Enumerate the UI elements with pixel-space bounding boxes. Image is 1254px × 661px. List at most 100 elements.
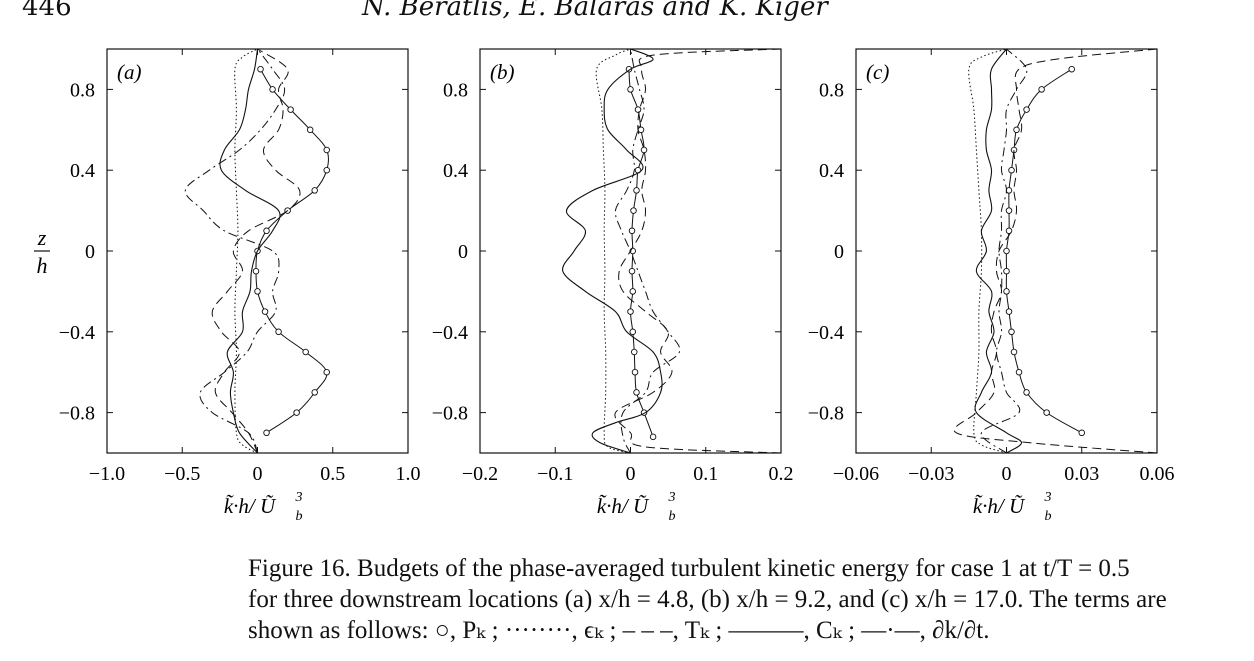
- data-point: [637, 126, 645, 134]
- panel-label: (a): [117, 60, 142, 84]
- panel-c: −0.06 −0.03 0 0.03 0.06 0.8 0.4 0 −0.4 −0.8 (c) k̃·…: [808, 48, 1175, 524]
- panel-label: (b): [490, 60, 515, 84]
- x-tick-label: 0: [1002, 463, 1012, 485]
- x-tick-label: 0.5: [320, 463, 345, 485]
- series-line-solid: [974, 49, 1023, 453]
- y-tick-label: −0.4: [808, 322, 844, 344]
- y-tick-label: 0.4: [819, 160, 844, 182]
- x-axis-label-sub: b: [296, 509, 303, 524]
- data-point: [1038, 86, 1045, 93]
- data-point: [254, 288, 261, 295]
- data-point: [323, 166, 330, 174]
- data-point: [1003, 267, 1010, 275]
- x-tick-label: −1.0: [89, 463, 125, 485]
- data-point: [323, 146, 330, 154]
- data-point: [629, 288, 637, 295]
- data-point: [649, 433, 657, 441]
- x-tick-label: 0.1: [693, 463, 718, 485]
- y-tick-label: 0.8: [819, 79, 844, 101]
- x-axis-label: k̃·h/ Ũ: [224, 494, 277, 518]
- data-point: [323, 368, 330, 376]
- x-tick-label: 0.06: [1140, 463, 1175, 485]
- series-group: [562, 49, 781, 453]
- x-tick-label: 0: [253, 463, 263, 485]
- y-tick-label: −0.4: [432, 322, 468, 344]
- series-group: [953, 49, 1157, 453]
- x-tick-label: 0.03: [1064, 463, 1099, 485]
- data-point: [1068, 65, 1075, 73]
- x-axis-label-sub: b: [1045, 509, 1052, 524]
- data-point: [302, 348, 309, 356]
- series-line-dotted: [968, 49, 1007, 453]
- y-tick-label: 0.8: [443, 79, 468, 101]
- series-line-circles: [1005, 68, 1083, 434]
- data-point: [1005, 187, 1013, 194]
- x-axis-label-sup: 3: [295, 490, 303, 505]
- data-point: [627, 308, 634, 315]
- running-head: N. Beratlis, E. Balaras and K. Kiger: [362, 0, 828, 22]
- data-point: [633, 389, 640, 396]
- page-header: 446 N. Beratlis, E. Balaras and K. Kiger: [0, 0, 1254, 26]
- series-line-dotted: [234, 49, 258, 453]
- x-tick-label: −0.5: [164, 463, 200, 485]
- data-point: [1003, 288, 1010, 295]
- x-axis-label-sup: 3: [668, 490, 676, 505]
- panel-b: −0.2 −0.1 0 0.1 0.2 0.8 0.4 0 −0.4 −0.8 (b) k̃·h/ Ũ…: [432, 48, 794, 524]
- x-tick-label: 0.2: [769, 463, 794, 485]
- data-point: [1003, 247, 1010, 255]
- y-tick-label: −0.8: [432, 403, 468, 425]
- data-point: [311, 389, 318, 396]
- y-tick-label: 0: [85, 241, 95, 263]
- data-point: [263, 227, 270, 235]
- data-point: [261, 308, 269, 315]
- x-tick-label: 0: [626, 463, 636, 485]
- y-axis-label-den: h: [37, 253, 48, 278]
- data-point: [269, 86, 276, 93]
- y-tick-label: 0: [834, 241, 844, 263]
- x-tick-label: −0.06: [833, 463, 879, 485]
- caption-line-1: Figure 16. Budgets of the phase-averaged…: [248, 555, 1130, 582]
- data-point: [1008, 166, 1015, 174]
- series-line-dashed: [953, 49, 1157, 453]
- series-group: [184, 49, 330, 453]
- data-point: [1023, 106, 1030, 113]
- y-tick-label: 0: [458, 241, 468, 263]
- figure-caption: Figure 16. Budgets of the phase-averaged…: [248, 553, 1208, 646]
- x-tick-label: −0.1: [537, 463, 573, 485]
- data-point: [252, 267, 260, 275]
- caption-line-3: shown as follows: ○, Pₖ ; ········, ϵₖ ;…: [248, 617, 990, 644]
- page-number: 446: [22, 0, 72, 22]
- x-axis-label: k̃·h/ Ũ: [597, 494, 650, 518]
- y-tick-label: −0.4: [59, 322, 95, 344]
- data-point: [628, 227, 636, 235]
- panel-a: −1.0 −0.5 0 0.5 1.0 0.8 0.4 0 −0.4 −0.8 (a) k̃·h/ Ũ…: [59, 48, 421, 524]
- data-point: [306, 126, 314, 134]
- series-line-dotted: [595, 49, 631, 453]
- data-point: [1008, 328, 1015, 336]
- data-point: [1023, 389, 1030, 396]
- caption-line-2: for three downstream locations (a) x/h =…: [248, 586, 1167, 613]
- series-line-dash-dot: [980, 49, 1028, 453]
- y-axis-label: z h: [34, 225, 50, 278]
- data-point: [631, 348, 638, 356]
- x-axis-label-sub: b: [669, 509, 676, 524]
- series-line-solid: [219, 49, 281, 453]
- data-point: [627, 86, 634, 93]
- data-point: [1010, 348, 1018, 356]
- data-point: [628, 267, 636, 275]
- y-tick-label: −0.8: [808, 403, 844, 425]
- x-axis-label-sup: 3: [1044, 490, 1052, 505]
- x-tick-label: −0.2: [462, 463, 498, 485]
- data-point: [1013, 126, 1020, 134]
- data-point: [293, 409, 300, 416]
- y-axis-label-num: z: [37, 225, 47, 250]
- data-point: [263, 429, 270, 437]
- x-tick-label: 1.0: [396, 463, 421, 485]
- data-point: [634, 106, 642, 113]
- series-line-dash-dot: [184, 49, 286, 453]
- y-tick-label: 0.4: [70, 160, 95, 182]
- x-axis-label: k̃·h/ Ũ: [973, 494, 1026, 518]
- series-line-dashed: [211, 49, 301, 453]
- y-tick-label: 0.4: [443, 160, 468, 182]
- series-line-solid: [562, 49, 663, 453]
